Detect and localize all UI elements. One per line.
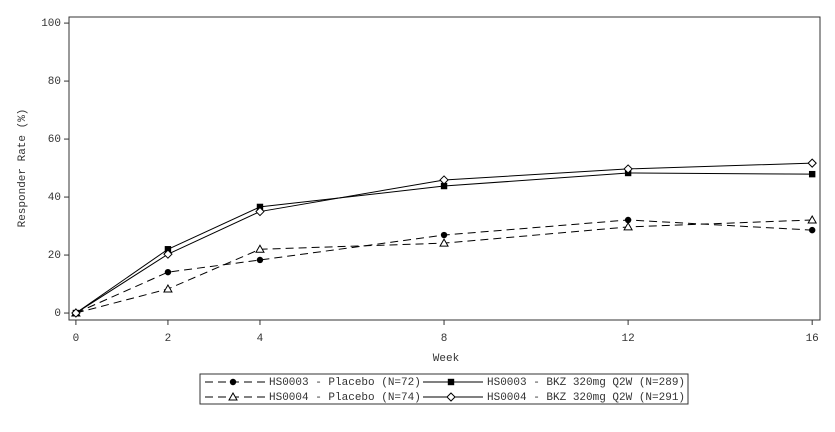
- marker: [255, 244, 265, 253]
- legend-label: HS0004 - BKZ 320mg Q2W (N=291): [487, 392, 685, 404]
- marker: [808, 226, 816, 234]
- x-tick-label: 16: [806, 333, 819, 345]
- marker: [808, 170, 816, 178]
- series-line: [75, 172, 813, 314]
- legend-label: HS0003 - Placebo (N=72): [269, 377, 421, 389]
- y-axis-label: Responder Rate (%): [17, 109, 29, 228]
- marker: [163, 283, 173, 293]
- x-tick-label: 0: [73, 333, 80, 345]
- marker: [446, 392, 456, 402]
- marker: [255, 206, 265, 217]
- marker: [623, 221, 633, 231]
- marker: [256, 256, 264, 264]
- y-tick-label: 80: [48, 76, 61, 88]
- legend-label: HS0004 - Placebo (N=74): [269, 392, 421, 404]
- marker: [623, 164, 633, 174]
- legend-frame: [199, 373, 689, 405]
- plot-frame: [68, 16, 821, 321]
- marker: [164, 268, 172, 276]
- y-tick-label: 0: [54, 308, 61, 320]
- marker: [228, 391, 238, 401]
- x-tick-label: 4: [257, 333, 264, 345]
- x-axis-label: Week: [433, 353, 460, 365]
- marker: [440, 231, 448, 239]
- series-line: [75, 162, 813, 314]
- marker: [439, 175, 449, 185]
- y-tick-label: 60: [48, 134, 61, 146]
- series-line: [75, 219, 813, 314]
- marker: [439, 238, 449, 247]
- y-tick-label: 40: [48, 192, 61, 204]
- marker: [447, 378, 455, 386]
- marker: [71, 308, 81, 318]
- marker: [229, 378, 237, 386]
- marker: [807, 158, 817, 168]
- x-tick-label: 12: [622, 333, 635, 345]
- y-tick-label: 20: [48, 250, 61, 262]
- marker: [163, 249, 173, 259]
- marker: [164, 246, 172, 253]
- series-line: [75, 219, 813, 314]
- y-tick-label: 100: [41, 18, 61, 30]
- marker: [807, 214, 818, 224]
- marker: [624, 216, 632, 224]
- x-tick-label: 2: [165, 333, 172, 345]
- x-tick-label: 8: [441, 333, 448, 345]
- marker: [440, 182, 448, 190]
- legend-label: HS0003 - BKZ 320mg Q2W (N=289): [487, 377, 685, 389]
